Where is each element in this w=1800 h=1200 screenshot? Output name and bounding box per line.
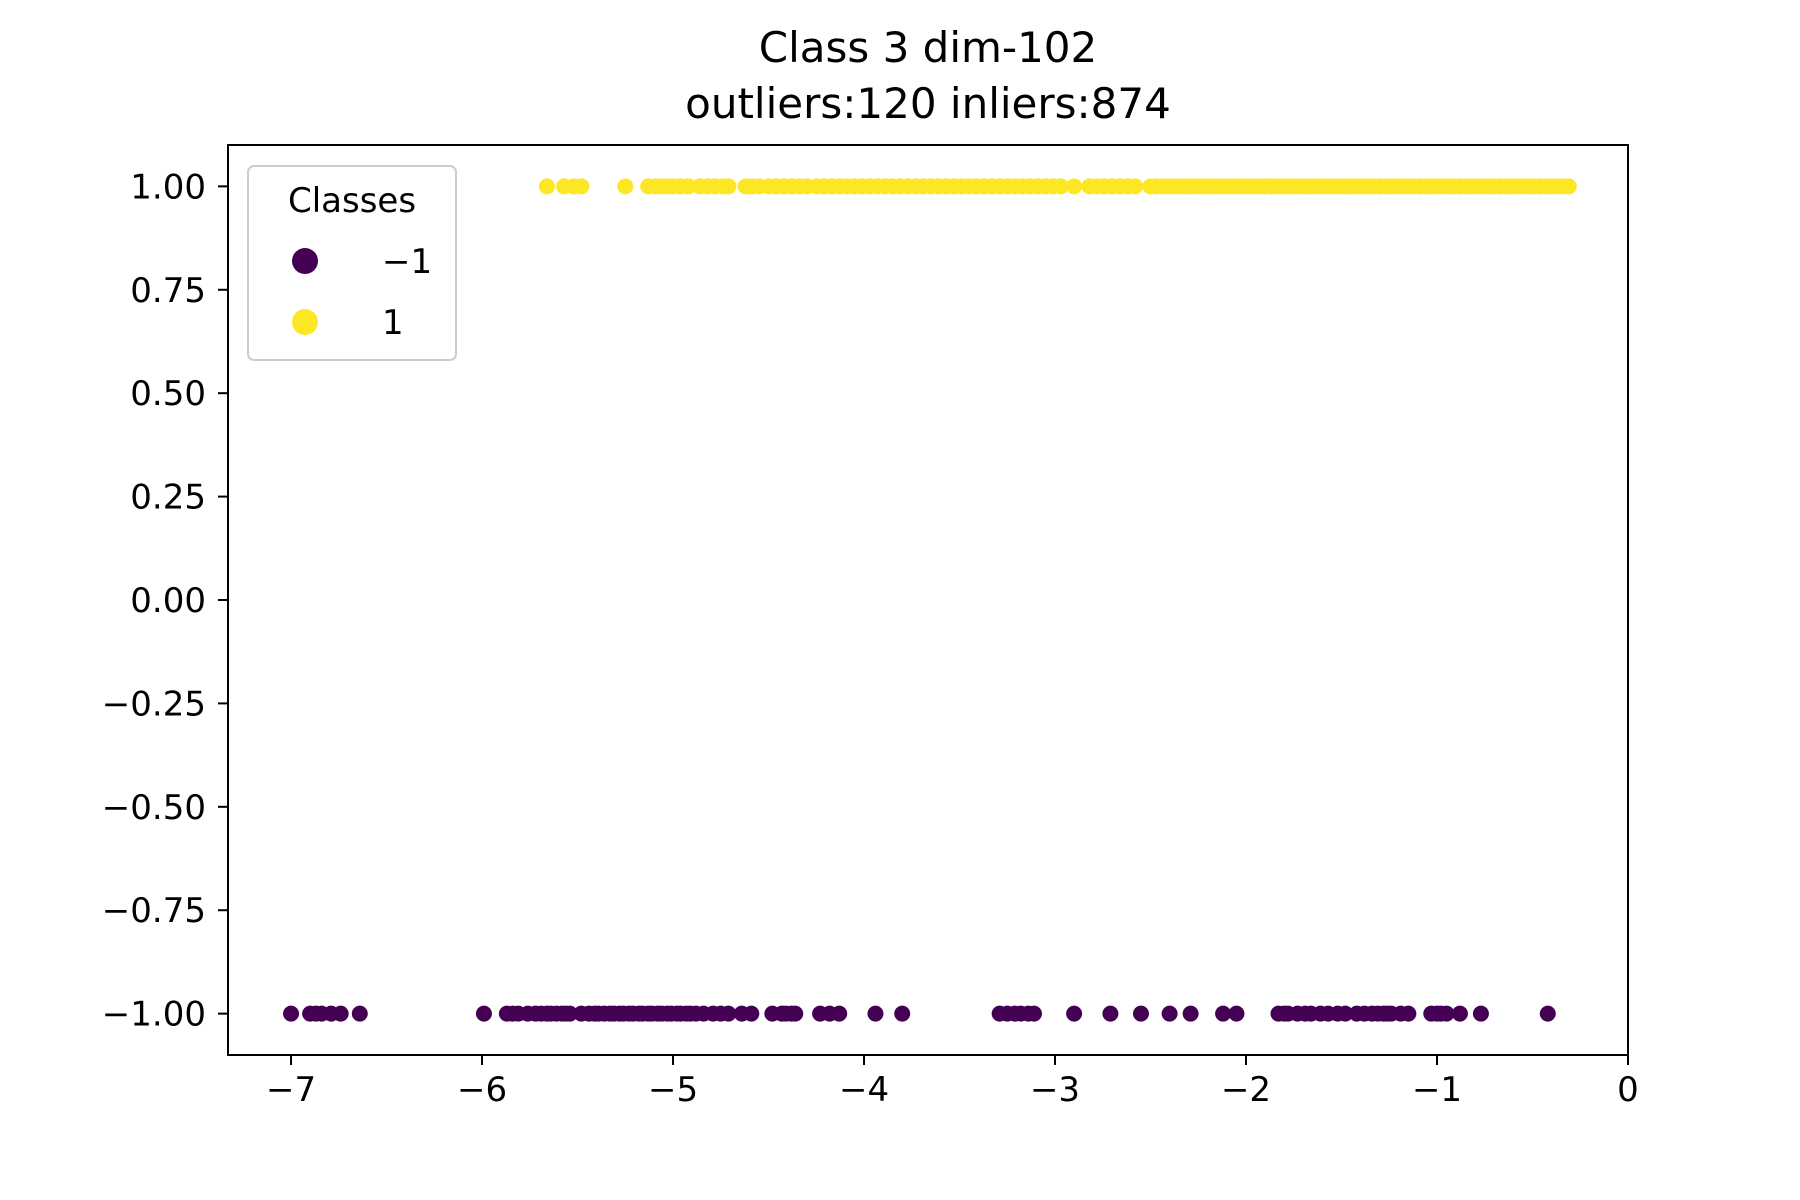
data-point <box>1400 1005 1417 1022</box>
data-point <box>1052 178 1069 195</box>
legend: Classes −1 1 <box>247 165 457 361</box>
data-point <box>1539 1005 1556 1022</box>
data-point <box>1472 1005 1489 1022</box>
data-point <box>561 1005 578 1022</box>
x-tick-label: −5 <box>648 1070 698 1110</box>
y-tick-label: −0.25 <box>102 684 206 724</box>
series-neg1-points <box>283 1005 1556 1022</box>
y-axis: 1.00 0.75 0.50 0.25 0.00 −0.25 −0.50 −0.75 −1.00 <box>102 167 228 1035</box>
chart-subtitle: outliers:120 inliers:874 <box>685 79 1171 128</box>
x-tick-label: 0 <box>1617 1070 1639 1110</box>
x-axis: −7 −6 −5 −4 −3 −2 −1 0 <box>266 1055 1639 1110</box>
data-point <box>1132 1005 1149 1022</box>
data-point <box>1066 178 1083 195</box>
chart-title: Class 3 dim-102 <box>759 23 1097 72</box>
data-point <box>787 1005 804 1022</box>
data-point <box>1215 1005 1232 1022</box>
data-point <box>573 178 590 195</box>
data-point <box>475 1005 492 1022</box>
legend-marker-neg1 <box>292 248 318 274</box>
legend-title: Classes <box>288 181 416 221</box>
x-tick-label: −2 <box>1221 1070 1271 1110</box>
series-pos1-points <box>538 178 1577 195</box>
y-tick-label: 0.00 <box>130 581 206 621</box>
y-tick-label: 1.00 <box>130 167 206 207</box>
y-tick-label: −0.75 <box>102 891 206 931</box>
data-point <box>1102 1005 1119 1022</box>
x-tick-label: −1 <box>1412 1070 1462 1110</box>
x-tick-label: −3 <box>1030 1070 1080 1110</box>
data-point <box>538 178 555 195</box>
data-point <box>1228 1005 1245 1022</box>
y-tick-label: 0.50 <box>130 374 206 414</box>
data-point <box>1182 1005 1199 1022</box>
data-point <box>283 1005 300 1022</box>
data-point <box>867 1005 884 1022</box>
y-tick-label: −0.50 <box>102 788 206 828</box>
data-point <box>1127 178 1144 195</box>
legend-label-pos1: 1 <box>382 303 404 343</box>
data-point <box>617 178 634 195</box>
y-tick-label: 0.25 <box>130 478 206 518</box>
data-point <box>1026 1005 1043 1022</box>
legend-marker-pos1 <box>292 309 318 335</box>
data-point <box>720 178 737 195</box>
data-point <box>1451 1005 1468 1022</box>
data-point <box>894 1005 911 1022</box>
data-point <box>1560 178 1577 195</box>
data-point <box>332 1005 349 1022</box>
legend-label-neg1: −1 <box>382 242 432 282</box>
x-tick-label: −4 <box>839 1070 889 1110</box>
data-point <box>743 1005 760 1022</box>
data-point <box>720 1005 737 1022</box>
data-point <box>1337 1005 1354 1022</box>
data-point <box>351 1005 368 1022</box>
x-tick-label: −6 <box>457 1070 507 1110</box>
x-tick-label: −7 <box>266 1070 316 1110</box>
data-point <box>831 1005 848 1022</box>
data-point <box>680 178 697 195</box>
data-point <box>1438 1005 1455 1022</box>
data-point <box>1066 1005 1083 1022</box>
data-point <box>1161 1005 1178 1022</box>
y-tick-label: −1.00 <box>102 995 206 1035</box>
y-tick-label: 0.75 <box>130 271 206 311</box>
